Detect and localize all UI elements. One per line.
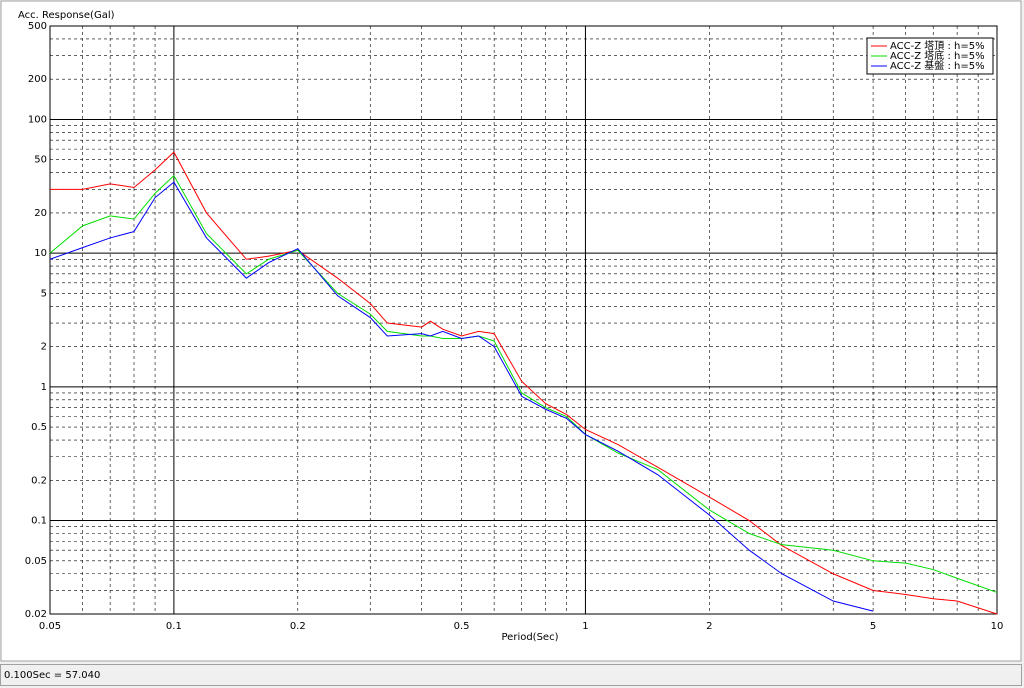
status-bar: 0.100Sec = 57.040	[0, 664, 1022, 686]
y-tick-label: 0.2	[31, 475, 47, 486]
y-tick-label: 50	[34, 155, 47, 166]
series-line	[49, 181, 874, 612]
x-tick-label: 1	[582, 621, 588, 632]
y-tick-label: 0.05	[25, 556, 47, 567]
x-tick-label: 0.5	[454, 621, 470, 632]
plot-area	[49, 25, 998, 615]
legend-label: ACC-Z 基盤 : h=5%	[890, 59, 985, 72]
y-tick-label: 2	[41, 342, 47, 353]
y-tick-label: 10	[34, 248, 47, 259]
y-tick-label: 500	[28, 21, 47, 32]
y-tick-label: 20	[34, 208, 47, 219]
x-tick-label: 0.1	[166, 621, 182, 632]
legend-label: ACC-Z 塔底 : h=5%	[890, 49, 985, 62]
y-tick-label: 0.1	[31, 516, 47, 527]
x-tick-label: 0.05	[39, 621, 61, 632]
y-tick-label: 5	[41, 288, 47, 299]
y-tick-label: 1	[41, 382, 47, 393]
chart-title: Acc. Response(Gal)	[18, 10, 115, 21]
x-tick-label: 0.2	[290, 621, 306, 632]
x-tick-label: 5	[870, 621, 876, 632]
x-axis-label: Period(Sec)	[502, 632, 559, 643]
y-tick-label: 0.02	[25, 609, 47, 620]
y-tick-label: 0.5	[31, 422, 47, 433]
x-tick-label: 10	[991, 621, 1004, 632]
x-tick-label: 2	[706, 621, 712, 632]
chart: Acc. Response(Gal) Period(Sec) 0.05 0.1 0.…	[0, 0, 1022, 662]
y-tick-label: 100	[28, 114, 47, 125]
legend-box	[866, 37, 994, 75]
series-line	[50, 151, 998, 615]
legend-label: ACC-Z 塔頂 : h=5%	[890, 39, 985, 52]
y-tick-label: 200	[28, 74, 47, 85]
